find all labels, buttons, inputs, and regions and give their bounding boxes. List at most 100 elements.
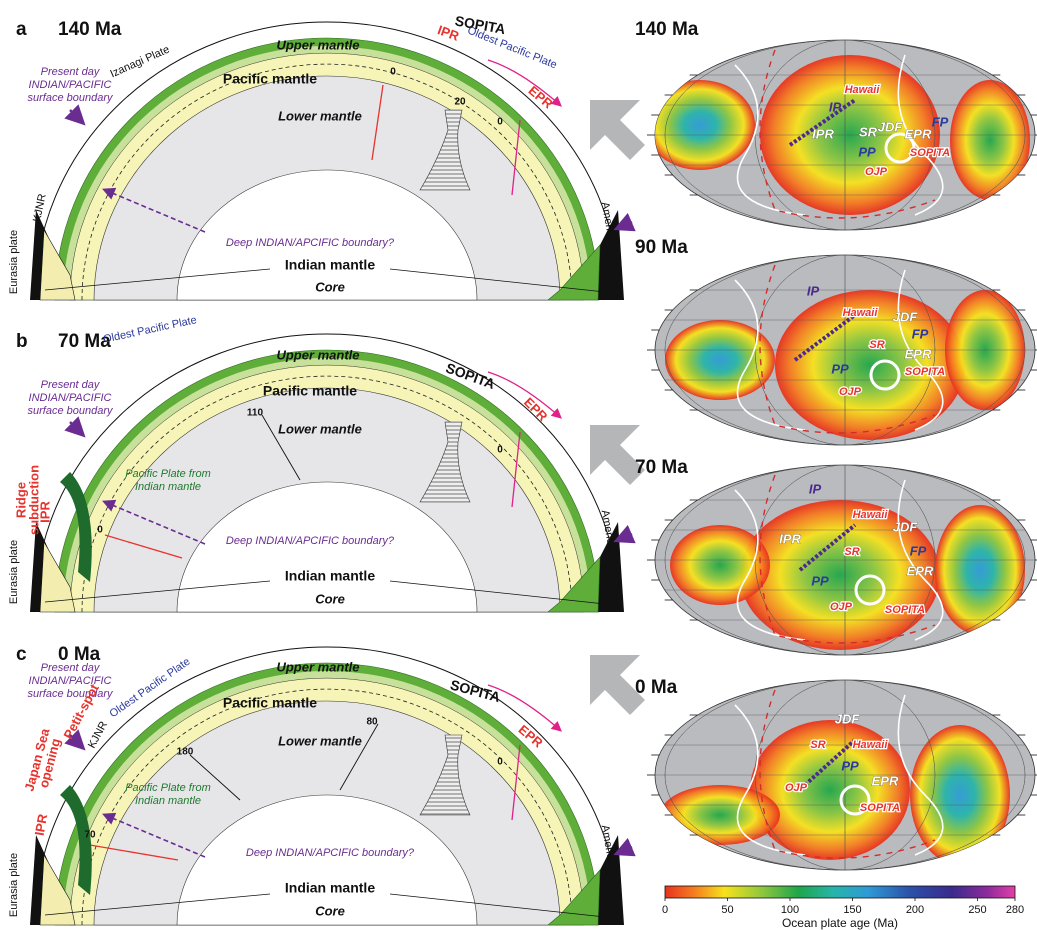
ip-track xyxy=(788,98,857,147)
america-arrow xyxy=(613,837,636,857)
epr-flow xyxy=(487,684,562,732)
label: Upper mantle xyxy=(276,347,359,362)
label: subduction xyxy=(26,465,41,535)
label: America xyxy=(599,824,618,867)
panel-letter: c xyxy=(16,644,27,665)
label: surface boundary xyxy=(28,92,114,104)
ocean-age xyxy=(910,725,1010,865)
ip-track xyxy=(793,313,857,362)
cross-section xyxy=(30,21,636,301)
sopita-ring xyxy=(884,132,916,164)
map-age: 0 Ma xyxy=(635,677,678,698)
transition-arrow xyxy=(590,100,645,160)
label: America xyxy=(599,509,618,552)
label: KJNR xyxy=(86,719,110,750)
panel-letter: a xyxy=(16,19,27,40)
age-contour xyxy=(189,754,241,801)
map-label: IP xyxy=(807,283,820,298)
ocean-age xyxy=(935,505,1025,635)
core xyxy=(176,169,478,301)
map xyxy=(647,39,1037,231)
colorbar-tick-label: 0 xyxy=(662,904,668,916)
label: 80 xyxy=(366,717,378,728)
map-content xyxy=(655,255,1035,445)
sopita-ring xyxy=(839,784,871,816)
colorbar-label: Ocean plate age (Ma) xyxy=(782,916,898,930)
label: Present day xyxy=(41,66,101,78)
map xyxy=(647,464,1037,656)
label: Pacific mantle xyxy=(223,695,317,711)
map-label: FP xyxy=(910,543,927,558)
plate-boundary xyxy=(734,704,806,856)
ip-track xyxy=(798,523,857,572)
conduit-red xyxy=(89,844,179,861)
map-label: Hawaii xyxy=(843,307,879,319)
map-label: Hawaii xyxy=(845,84,881,96)
plate-boundary xyxy=(897,694,944,856)
plume xyxy=(419,109,471,191)
label: IPR xyxy=(436,22,462,44)
map-content xyxy=(655,680,1035,870)
label: Eurasia plate xyxy=(8,853,20,917)
map xyxy=(647,254,1037,446)
map-label: EPR xyxy=(905,346,932,361)
label: 0 xyxy=(97,525,103,536)
label: 20 xyxy=(454,97,466,108)
plate-boundary xyxy=(734,64,806,216)
plate-boundary xyxy=(734,489,806,641)
pointer xyxy=(389,580,606,605)
map-label: SOPITA xyxy=(910,147,950,159)
map-label: EPR xyxy=(907,563,934,578)
america-wedge xyxy=(598,210,624,300)
map-label: SOPITA xyxy=(885,604,925,616)
boundary-arrow xyxy=(64,729,86,751)
map-label: JDF xyxy=(893,309,919,324)
label: 110 xyxy=(247,408,264,419)
map-label: Hawaii xyxy=(853,509,889,521)
eurasia-crust xyxy=(39,540,76,613)
label: Upper mantle xyxy=(276,37,359,52)
label: Upper mantle xyxy=(276,659,359,674)
label: INDIAN/PACIFIC xyxy=(29,392,112,404)
panel-letter: b xyxy=(16,331,28,352)
map xyxy=(647,679,1037,871)
label: Present day xyxy=(41,379,101,391)
plate-boundary xyxy=(734,279,806,431)
label: 0 xyxy=(497,445,503,456)
label: 0 xyxy=(390,67,396,78)
conduit-red xyxy=(371,84,384,161)
pointer xyxy=(44,893,271,916)
map-label: FP xyxy=(932,114,949,129)
colorbar-tick-label: 150 xyxy=(843,904,861,916)
sopita-ring xyxy=(869,359,901,391)
pointer xyxy=(44,580,271,603)
age-contour xyxy=(261,414,301,481)
trench xyxy=(759,49,936,219)
label: surface boundary xyxy=(28,405,114,417)
epr-flow xyxy=(487,371,562,419)
pointer xyxy=(389,893,606,918)
map-label: PP xyxy=(841,758,859,773)
label: KJNR xyxy=(31,193,49,224)
conduit xyxy=(511,431,521,508)
transition-arrow xyxy=(590,655,645,715)
colorbar-tick-label: 50 xyxy=(721,904,733,916)
deep-boundary-arrow xyxy=(102,499,206,545)
age-contour xyxy=(339,723,379,791)
panel-age: 0 Ma xyxy=(58,644,101,665)
map-content xyxy=(655,40,1035,230)
map-label: FP xyxy=(912,326,929,341)
label: Lower mantle xyxy=(278,421,362,436)
panel-age: 140 Ma xyxy=(58,19,122,40)
label: IPR xyxy=(32,812,51,837)
map-label: PP xyxy=(811,573,829,588)
america-arrow xyxy=(613,212,636,232)
label: Oldest Pacific Plate xyxy=(466,24,559,71)
label: Pacific Plate from xyxy=(125,468,211,480)
colorbar-tick-label: 280 xyxy=(1006,904,1024,916)
label: 180 xyxy=(177,747,194,758)
colorbar xyxy=(664,885,1016,899)
map-label: PP xyxy=(858,144,876,159)
